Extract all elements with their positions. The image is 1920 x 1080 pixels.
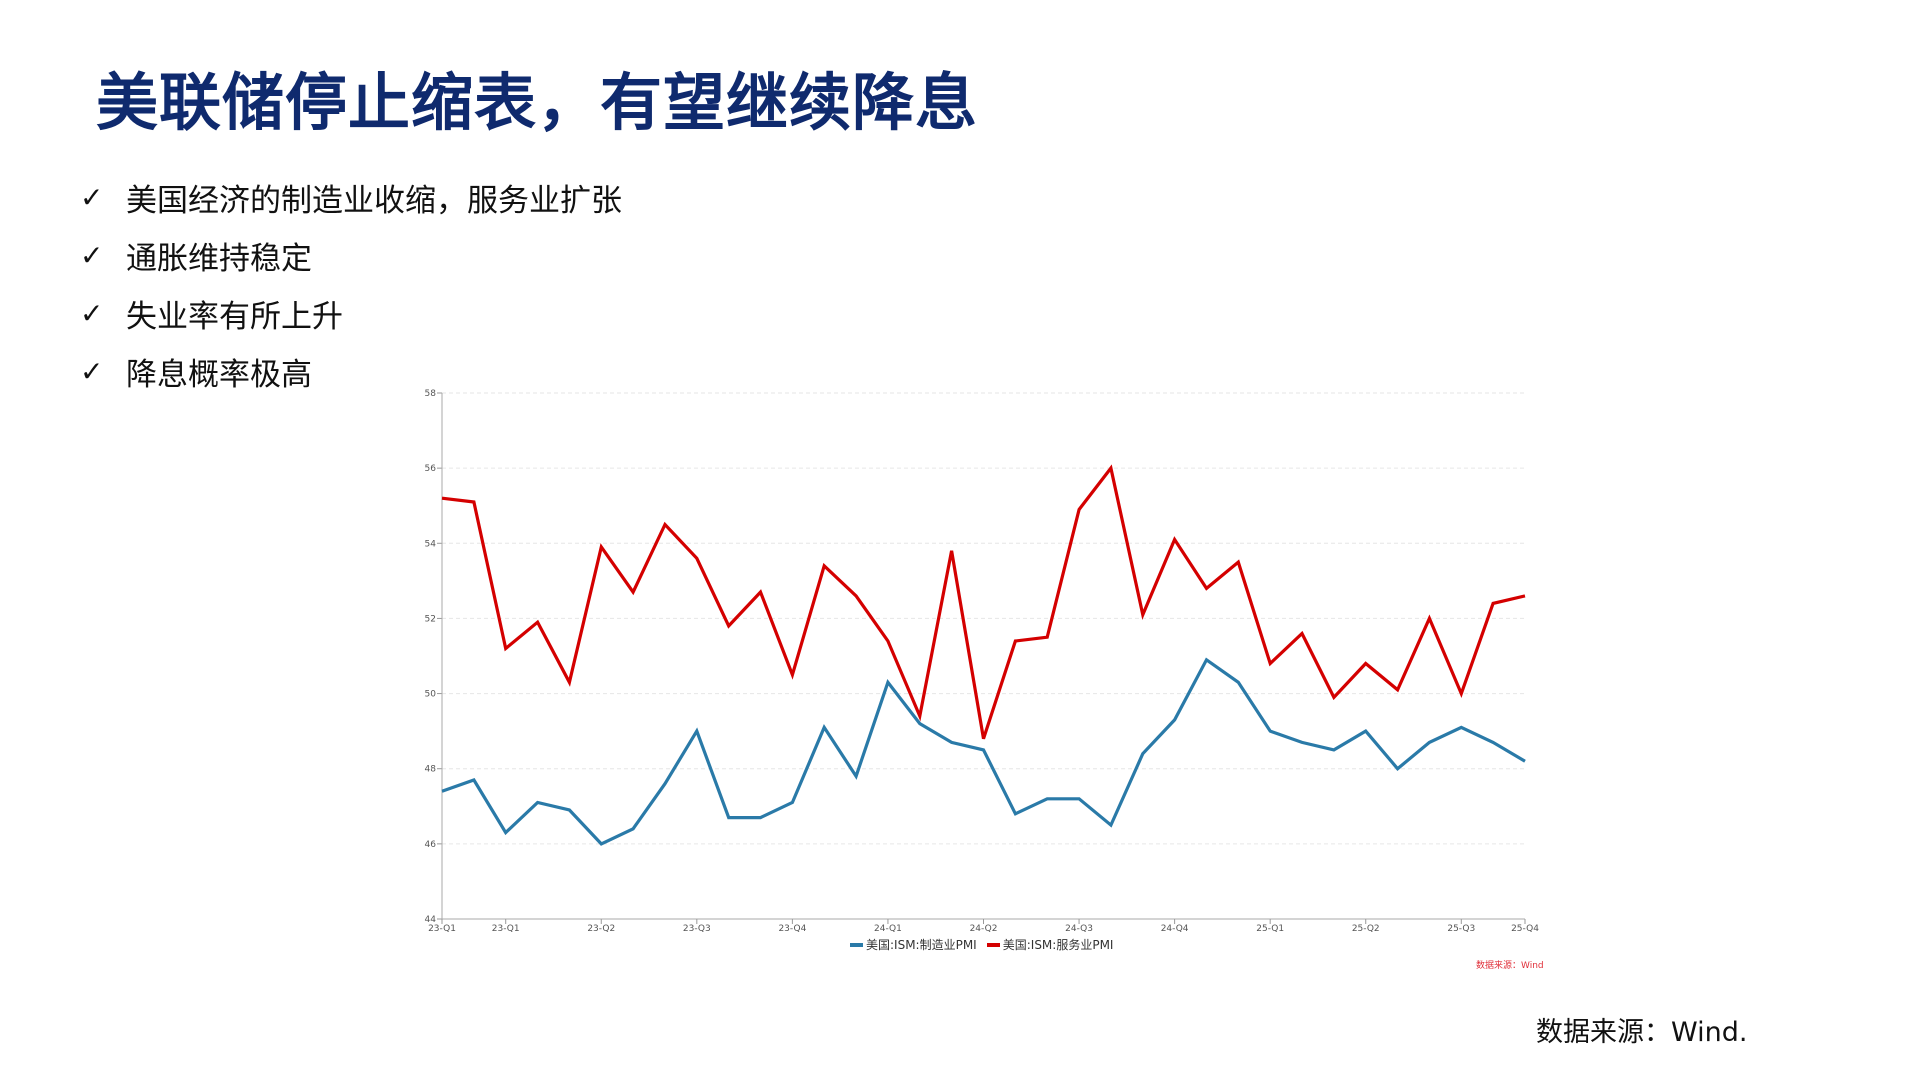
x-tick-label: 23-Q1	[428, 924, 456, 934]
y-tick-label: 56	[425, 464, 437, 474]
y-tick-label: 48	[425, 765, 437, 775]
y-tick-label: 50	[425, 690, 437, 700]
chart-legend: 美国:ISM:制造业PMI 美国:ISM:服务业PMI	[850, 936, 1113, 953]
x-tick-label: 25-Q3	[1447, 924, 1475, 934]
bullet-text: 通胀维持稳定	[126, 240, 312, 277]
x-tick-label: 23-Q4	[778, 924, 806, 934]
x-tick-label: 25-Q2	[1352, 924, 1380, 934]
x-tick-label: 25-Q4	[1511, 924, 1539, 934]
services-pmi-line	[441, 464, 1526, 740]
x-tick-label: 24-Q2	[970, 924, 998, 934]
check-icon: ✓	[80, 354, 104, 388]
bullet-list: ✓ 美国经济的制造业收缩，服务业扩张 ✓ 通胀维持稳定 ✓ 失业率有所上升 ✓ 降息概率…	[80, 168, 622, 400]
slide-title: 美联储停止缩表，有望继续降息	[96, 66, 979, 139]
check-icon: ✓	[80, 296, 104, 330]
bullet-item: ✓ 失业率有所上升	[80, 284, 622, 342]
data-source: 数据来源：Wind.	[1536, 1017, 1748, 1048]
x-tick-label: 25-Q1	[1256, 924, 1284, 934]
bullet-text: 美国经济的制造业收缩，服务业扩张	[126, 182, 622, 219]
check-icon: ✓	[80, 238, 104, 272]
check-icon: ✓	[80, 180, 104, 214]
x-tick-label: 23-Q3	[683, 924, 711, 934]
chart-source-note: 数据来源：Wind	[1476, 961, 1544, 971]
x-tick-label: 24-Q3	[1065, 924, 1093, 934]
y-tick-label: 52	[425, 614, 436, 624]
manufacturing-pmi-line	[441, 657, 1526, 846]
legend-swatch	[986, 942, 1000, 947]
y-tick-label: 54	[425, 539, 437, 549]
legend-swatch	[850, 942, 863, 947]
bullet-item: ✓ 降息概率极高	[80, 342, 622, 400]
bullet-text: 失业率有所上升	[126, 298, 343, 335]
bullet-item: ✓ 美国经济的制造业收缩，服务业扩张	[80, 168, 622, 226]
bullet-item: ✓ 通胀维持稳定	[80, 226, 622, 284]
x-tick-label: 23-Q1	[492, 924, 520, 934]
legend-item-manufacturing: 美国:ISM:制造业PMI	[850, 936, 977, 953]
bullet-text: 降息概率极高	[126, 356, 312, 393]
x-tick-label: 24-Q4	[1161, 924, 1189, 934]
y-tick-label: 44	[425, 915, 437, 925]
legend-item-services: 美国:ISM:服务业PMI	[986, 936, 1113, 953]
y-tick-label: 58	[425, 389, 437, 399]
x-tick-label: 23-Q2	[587, 924, 615, 934]
y-tick-label: 46	[425, 840, 437, 850]
x-tick-label: 24-Q1	[874, 924, 902, 934]
